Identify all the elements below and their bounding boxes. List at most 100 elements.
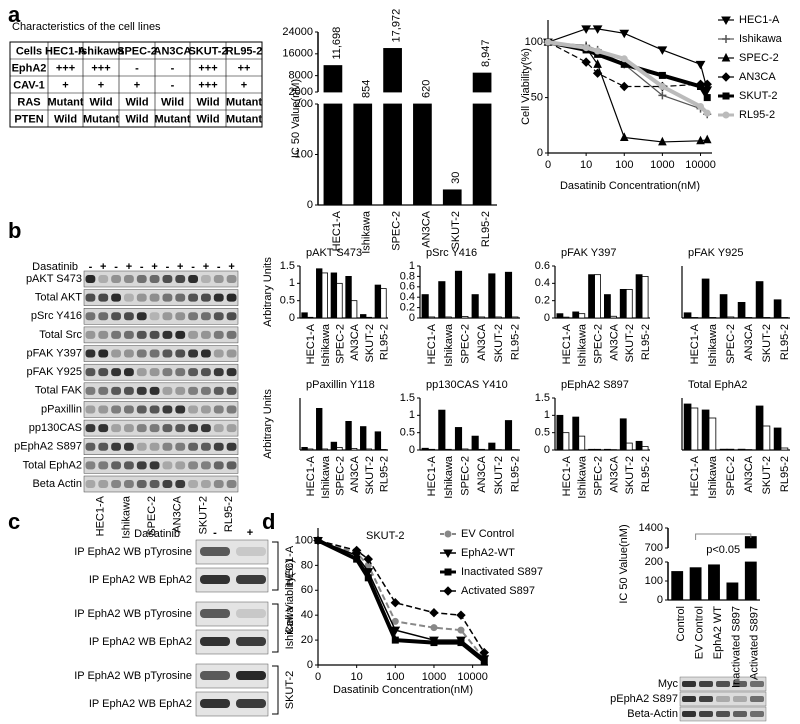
blot-band bbox=[201, 480, 211, 488]
point-marker bbox=[658, 83, 666, 90]
y-tick-label: 0 bbox=[657, 594, 663, 606]
blot-band bbox=[226, 480, 237, 488]
x-tick-label: 1000 bbox=[650, 159, 674, 171]
bar bbox=[594, 274, 601, 319]
blot-band bbox=[188, 442, 198, 451]
y-tick-label: 0.6 bbox=[535, 260, 550, 272]
point-marker bbox=[443, 549, 453, 559]
blot-band bbox=[149, 405, 160, 414]
y-tick-label: 1 bbox=[544, 409, 550, 421]
bar bbox=[588, 274, 595, 319]
y-tick-label: 80 bbox=[301, 559, 313, 571]
bar bbox=[562, 432, 570, 451]
y-axis-label: Arbitrary Units bbox=[262, 389, 274, 459]
panel-label: c bbox=[8, 509, 20, 534]
blot-band bbox=[98, 480, 109, 488]
x-tick-label: RL95-2 bbox=[510, 456, 522, 492]
x-tick-label: SPEC-2 bbox=[460, 324, 472, 364]
point-marker bbox=[581, 57, 591, 67]
y-tick-label: 0.5 bbox=[535, 427, 550, 439]
blot-band bbox=[149, 424, 160, 433]
bar bbox=[719, 448, 728, 451]
blot-band bbox=[201, 386, 211, 395]
bar bbox=[321, 272, 328, 319]
x-tick-label: EV Control bbox=[694, 606, 706, 659]
y-tick-label: 0 bbox=[289, 312, 295, 324]
bar bbox=[619, 288, 627, 319]
blot-band bbox=[98, 442, 109, 451]
blot-band bbox=[98, 368, 109, 377]
bar bbox=[321, 448, 328, 451]
bar bbox=[488, 442, 496, 451]
bar bbox=[726, 448, 735, 451]
blot-band bbox=[226, 293, 237, 302]
blot-band bbox=[98, 349, 109, 358]
blot-band bbox=[124, 461, 134, 470]
chart-title: pSrc Y416 bbox=[426, 247, 477, 259]
sign-label: + bbox=[151, 261, 157, 273]
bar bbox=[708, 417, 717, 451]
blot-band bbox=[733, 711, 747, 717]
sign-label: - bbox=[140, 261, 144, 273]
blot-band bbox=[226, 312, 237, 321]
bar bbox=[604, 294, 611, 319]
bar bbox=[306, 448, 314, 451]
blot-band bbox=[200, 637, 230, 646]
point-marker bbox=[364, 574, 372, 582]
sign-label: + bbox=[203, 261, 209, 273]
blot-band bbox=[200, 609, 230, 618]
point-marker bbox=[722, 92, 730, 100]
bar bbox=[477, 448, 486, 451]
cell-line-label: Ishikawa bbox=[120, 495, 132, 539]
bar bbox=[701, 409, 710, 451]
x-tick-label: HEC1-A bbox=[561, 455, 573, 496]
bracket bbox=[272, 541, 279, 591]
point-marker bbox=[581, 25, 591, 34]
y-tick-label: 0 bbox=[544, 444, 550, 456]
blot-band bbox=[716, 681, 730, 687]
bar bbox=[336, 282, 343, 319]
blot-band bbox=[149, 330, 160, 339]
treatment-label: Dasatinib bbox=[134, 528, 180, 540]
bar bbox=[773, 299, 782, 319]
y-tick-label: 1.5 bbox=[400, 392, 415, 404]
blot-row-label: pPaxillin bbox=[41, 403, 82, 415]
blot-band bbox=[175, 349, 186, 358]
bracket bbox=[272, 603, 279, 653]
blot-band bbox=[201, 368, 211, 377]
blot-row-label: pp130CAS bbox=[29, 422, 82, 434]
cell-line-label: HEC1-A bbox=[95, 495, 107, 536]
blot-row-label: pFAK Y397 bbox=[27, 347, 82, 359]
bar bbox=[421, 447, 429, 451]
blot-band bbox=[213, 275, 224, 283]
bar bbox=[562, 316, 570, 319]
table-cell: - bbox=[135, 62, 139, 74]
x-tick-label: RL95-2 bbox=[510, 324, 522, 360]
bar bbox=[383, 48, 402, 93]
bar bbox=[572, 311, 580, 319]
blot-band bbox=[136, 312, 147, 321]
table-cell: HEC1-A bbox=[45, 45, 86, 57]
table-cell: PTEN bbox=[14, 113, 43, 125]
point-marker bbox=[592, 25, 603, 34]
table-cell: + bbox=[98, 79, 104, 91]
blot-band bbox=[201, 424, 211, 433]
blot-band bbox=[111, 461, 121, 470]
x-tick-label: HEC1-A bbox=[689, 323, 701, 364]
table-cell: +++ bbox=[56, 62, 75, 74]
bar bbox=[360, 314, 367, 319]
treatment-label: Dasatinib bbox=[32, 261, 78, 273]
x-axis-label: Dasatinib Concentration(nM) bbox=[333, 684, 473, 696]
y-tick-label: 1 bbox=[409, 409, 415, 421]
x-tick-label: HEC1-A bbox=[561, 323, 573, 364]
blot-band bbox=[201, 461, 211, 470]
legend-label: HEC1-A bbox=[739, 14, 780, 26]
blot-band bbox=[175, 405, 186, 414]
bar bbox=[494, 316, 502, 319]
table-cell: +++ bbox=[198, 62, 217, 74]
blot-band bbox=[124, 442, 134, 451]
bracket bbox=[272, 665, 279, 715]
blot-band bbox=[111, 330, 121, 339]
blot-band bbox=[201, 312, 211, 321]
chart-title: pFAK Y397 bbox=[561, 247, 616, 259]
